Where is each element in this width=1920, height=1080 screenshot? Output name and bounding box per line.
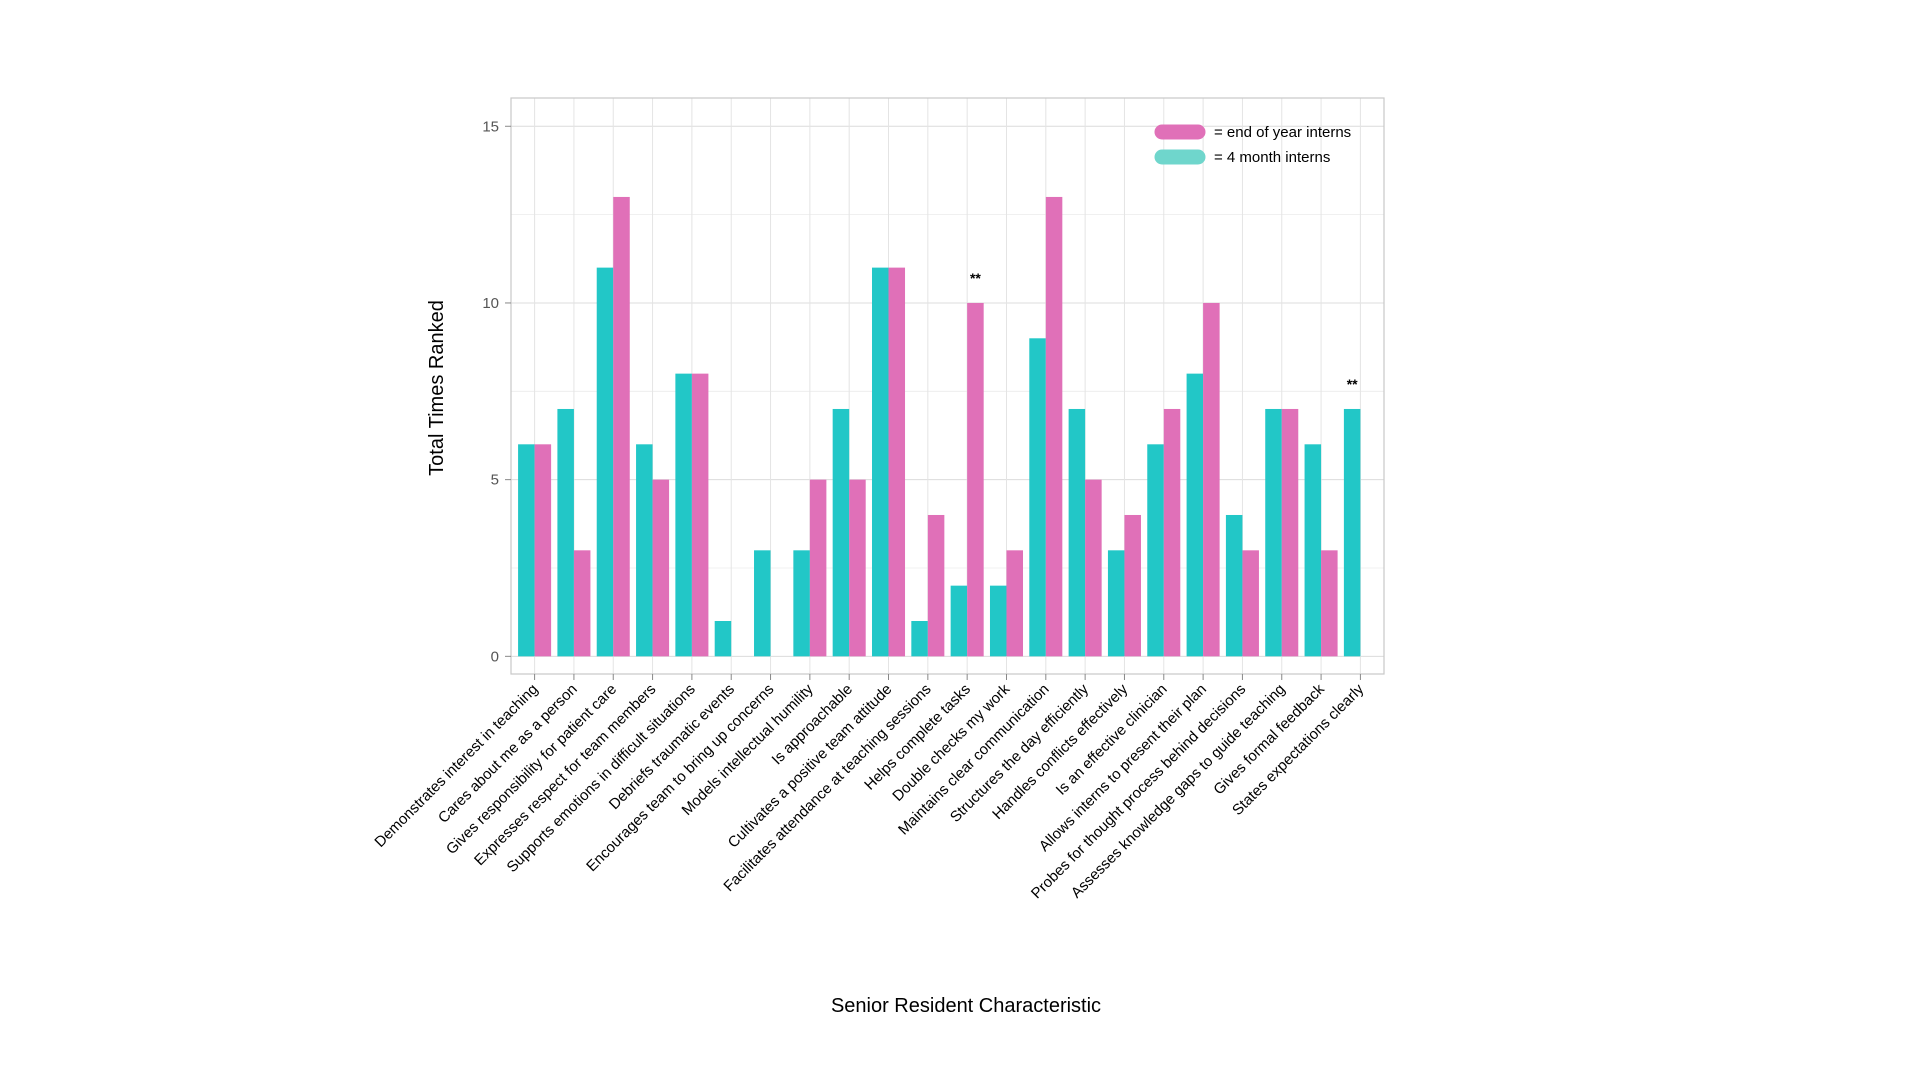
x-tick-label: Gives responsibility for patient care xyxy=(443,681,620,858)
bar-end-of-year xyxy=(1045,196,1063,657)
bar-four-month xyxy=(1225,514,1243,657)
legend-label: = end of year interns xyxy=(1214,124,1351,141)
bar-four-month xyxy=(1147,444,1164,657)
y-tick-label: 10 xyxy=(482,295,499,312)
legend: = end of year interns = 4 month interns xyxy=(1154,124,1351,166)
plot-panel-border xyxy=(510,97,1385,675)
bar-four-month xyxy=(675,373,692,657)
y-tick-label: 15 xyxy=(482,118,499,135)
bar-four-month xyxy=(1304,444,1322,657)
bar-end-of-year xyxy=(1321,550,1338,657)
bar-end-of-year xyxy=(613,196,630,657)
bar-four-month xyxy=(1186,373,1204,657)
bar-end-of-year xyxy=(888,267,906,657)
bars xyxy=(518,196,1361,657)
bar-four-month xyxy=(596,267,614,657)
bar-end-of-year xyxy=(1006,550,1024,657)
bar-end-of-year xyxy=(1203,302,1220,657)
y-axis-title: Total Times Ranked xyxy=(426,300,448,476)
bar-four-month xyxy=(911,620,928,657)
bar-end-of-year xyxy=(849,479,866,657)
bar-four-month xyxy=(1343,408,1361,657)
bar-end-of-year xyxy=(809,479,827,657)
significance-marker: ** xyxy=(1347,376,1358,392)
legend-label: = 4 month interns xyxy=(1214,149,1330,166)
bar-four-month xyxy=(754,550,771,657)
bar-four-month xyxy=(1068,408,1086,657)
annotations: ** ** xyxy=(970,270,1358,392)
bar-four-month xyxy=(557,408,574,657)
bar-four-month xyxy=(871,267,889,657)
x-axis-title: Senior Resident Characteristic xyxy=(831,995,1101,1017)
bar-end-of-year xyxy=(1124,514,1141,657)
bar-four-month xyxy=(1107,550,1125,657)
bar-four-month xyxy=(518,444,535,657)
y-tick-label: 0 xyxy=(491,648,499,665)
y-tick-label: 5 xyxy=(491,472,499,489)
bar-end-of-year xyxy=(652,479,670,657)
bar-four-month xyxy=(832,408,850,657)
bar-end-of-year xyxy=(1242,550,1259,657)
bar-four-month xyxy=(714,620,732,657)
bar-four-month xyxy=(1029,338,1046,657)
bar-end-of-year xyxy=(1163,408,1181,657)
bar-end-of-year xyxy=(573,550,591,657)
bar-four-month xyxy=(989,585,1007,657)
bar-four-month xyxy=(793,550,810,657)
bar-end-of-year xyxy=(1085,479,1102,657)
bar-four-month xyxy=(1265,408,1282,657)
bar-four-month xyxy=(636,444,653,657)
y-axis-ticks: 0 5 10 15 xyxy=(482,118,511,665)
bar-end-of-year xyxy=(691,373,709,657)
bar-end-of-year xyxy=(927,514,945,657)
bar-end-of-year xyxy=(534,444,552,657)
bar-four-month xyxy=(950,585,968,657)
bar-end-of-year xyxy=(967,302,984,657)
significance-marker: ** xyxy=(970,270,981,286)
bar-end-of-year xyxy=(1281,408,1299,657)
